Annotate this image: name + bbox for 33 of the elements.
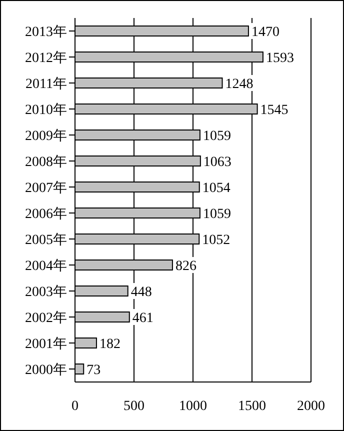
data-label: 1248 (225, 77, 254, 92)
x-tick-label: 500 (124, 398, 144, 414)
x-tick-label: 0 (72, 398, 78, 414)
x-tick-label: 1000 (179, 398, 207, 414)
y-tick-label: 2006年 (25, 206, 67, 222)
y-tick-label: 2010年 (25, 102, 67, 118)
y-tick-label: 2012年 (25, 50, 67, 66)
y-tick-label: 2008年 (25, 154, 67, 170)
data-label: 1052 (202, 233, 230, 248)
y-tick-label: 2002年 (25, 310, 67, 326)
data-label: 448 (130, 285, 152, 300)
x-tick-label: 2000 (297, 398, 325, 414)
y-tick-label: 2011年 (26, 76, 67, 92)
data-label: 1059 (202, 207, 231, 222)
data-label: 1054 (202, 181, 230, 196)
data-label: 1059 (202, 129, 231, 144)
data-label: 461 (132, 311, 154, 326)
x-tick-label: 1500 (238, 398, 266, 414)
y-tick-label: 2009年 (25, 128, 67, 144)
data-label: 1545 (260, 103, 288, 118)
data-label: 826 (175, 259, 196, 274)
data-label: 73 (86, 363, 101, 378)
y-tick-label: 2004年 (25, 258, 67, 274)
y-tick-label: 2001年 (25, 336, 67, 352)
y-tick-label: 2005年 (25, 232, 67, 248)
data-label: 182 (99, 337, 120, 352)
data-label: 1063 (203, 155, 232, 170)
y-tick-label: 2003年 (25, 284, 67, 300)
y-tick-label: 2013年 (25, 24, 67, 40)
data-label: 1470 (251, 25, 280, 40)
y-tick-label: 2000年 (25, 362, 67, 378)
y-tick-label: 2007年 (25, 180, 67, 196)
data-label: 1593 (266, 51, 294, 66)
